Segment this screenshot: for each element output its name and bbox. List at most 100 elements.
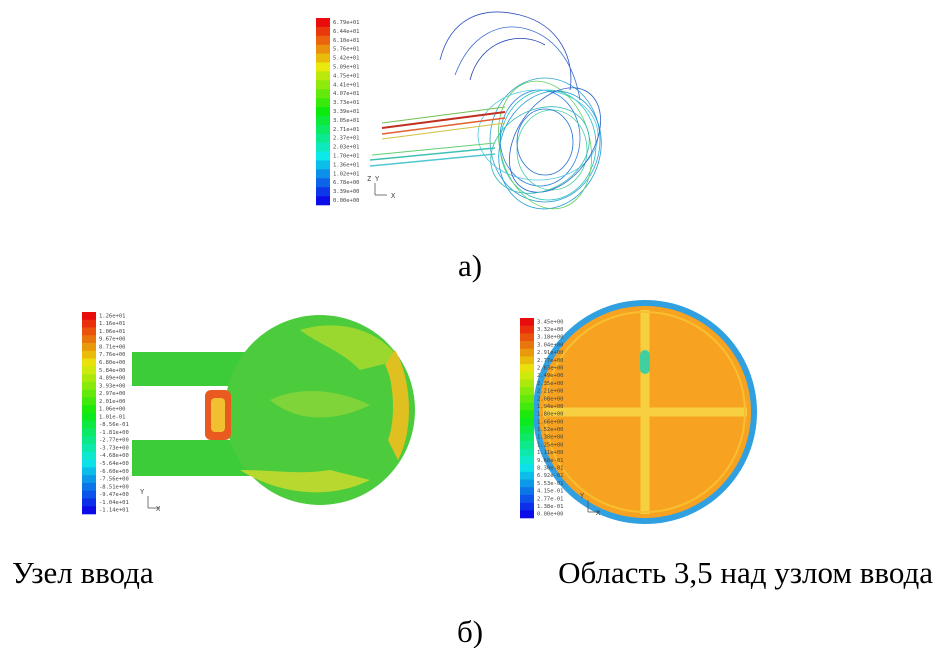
colorbar-label: -8.56e-01 xyxy=(99,422,129,428)
colorbar-cell xyxy=(82,351,96,359)
colorbar-label: -6.60e+00 xyxy=(99,469,129,475)
colorbar-cell xyxy=(82,366,96,374)
colorbar-label: 5.09e+01 xyxy=(333,64,360,70)
colorbar-cell xyxy=(520,418,534,426)
colorbar-label: 1.38e-01 xyxy=(537,504,564,510)
colorbar-cell xyxy=(82,405,96,413)
colorbar-cell xyxy=(520,356,534,364)
colorbar-cell xyxy=(316,134,330,143)
colorbar-label: 2.49e+00 xyxy=(537,373,564,379)
colorbar-cell xyxy=(316,36,330,45)
colorbar-label: -1.14e+01 xyxy=(99,508,129,514)
colorbar-label: 0.00e+00 xyxy=(333,198,360,204)
colorbar-label: 3.18e+00 xyxy=(537,335,564,341)
colorbar-cell xyxy=(520,380,534,388)
colorbar-cell xyxy=(520,349,534,357)
colorbar-cell xyxy=(520,449,534,457)
figure: 6.79e+016.44e+016.10e+015.76e+015.42e+01… xyxy=(0,0,941,648)
colorbar-cell xyxy=(82,491,96,499)
colorbar-label: 8.30e-01 xyxy=(537,466,564,472)
colorbar-cell xyxy=(520,487,534,495)
colorbar-label: 1.38e+00 xyxy=(537,435,564,441)
colorbar-cell xyxy=(82,397,96,405)
colorbar-cell xyxy=(82,436,96,444)
colorbar-label: 4.75e+01 xyxy=(333,73,360,79)
colorbar-label: -5.64e+00 xyxy=(99,461,129,467)
colorbar-label: 5.53e-01 xyxy=(537,481,564,487)
colorbar-cell xyxy=(316,116,330,125)
colorbar-cell xyxy=(82,444,96,452)
axis-label: X xyxy=(391,192,396,200)
colorbar-label: 1.11e+00 xyxy=(537,450,564,456)
colorbar-cell xyxy=(520,456,534,464)
colorbar-label: 1.36e+01 xyxy=(333,162,360,168)
colorbar-label: 2.21e+00 xyxy=(537,389,564,395)
colorbar-label: 1.16e+01 xyxy=(99,321,126,327)
colorbar-cell xyxy=(520,441,534,449)
colorbar-label: -9.47e+00 xyxy=(99,492,129,498)
colorbar-label: 2.03e+01 xyxy=(333,145,360,151)
colorbar-label: -1.04e+01 xyxy=(99,500,129,506)
colorbar-cell xyxy=(82,335,96,343)
colorbar-label: 7.76e+00 xyxy=(99,352,126,358)
colorbar-cell xyxy=(520,480,534,488)
colorbar-cell xyxy=(316,187,330,196)
colorbar-cell xyxy=(316,18,330,27)
colorbar-label: 5.76e+01 xyxy=(333,47,360,53)
colorbar-label: 1.25e+00 xyxy=(537,442,564,448)
colorbar-label: 1.01e-01 xyxy=(99,414,126,420)
colorbar-cell xyxy=(316,160,330,169)
colorbar-label: 1.02e+01 xyxy=(333,171,360,177)
colorbar-cell xyxy=(82,413,96,421)
colorbar-cell xyxy=(316,89,330,98)
colorbar-label: -7.56e+00 xyxy=(99,477,129,483)
colorbar-label: 3.39e+01 xyxy=(333,109,360,115)
axis-label: X xyxy=(156,505,161,513)
colorbar-label: 8.71e+00 xyxy=(99,344,126,350)
axis-label: Z xyxy=(367,175,371,183)
colorbar-cell xyxy=(520,333,534,341)
colorbar-cell xyxy=(316,45,330,54)
colorbar-cell xyxy=(316,152,330,161)
colorbar-label: 3.45e+00 xyxy=(537,319,564,325)
colorbar-label: 9.68e-01 xyxy=(537,458,564,464)
colorbar-cell xyxy=(316,54,330,63)
colorbar-cell xyxy=(520,503,534,511)
colorbar-label: 1.06e+00 xyxy=(99,407,126,413)
colorbar-cell xyxy=(520,395,534,403)
colorbar-label: 2.37e+01 xyxy=(333,136,360,142)
colorbar-label: 1.52e+00 xyxy=(537,427,564,433)
colorbar-cell xyxy=(82,483,96,491)
colorbar-cell xyxy=(316,63,330,72)
colorbar-label: 2.91e+00 xyxy=(537,350,564,356)
colorbar-label: 2.71e+01 xyxy=(333,127,360,133)
colorbar-label: 9.67e+00 xyxy=(99,337,126,343)
colorbar-label: -1.81e+00 xyxy=(99,430,129,436)
colorbar-label: 4.07e+01 xyxy=(333,91,360,97)
colorbar-cell xyxy=(520,510,534,518)
colorbar-cell xyxy=(82,359,96,367)
colorbar-cell xyxy=(316,178,330,187)
colorbar-cell xyxy=(520,326,534,334)
colorbar-cell xyxy=(82,460,96,468)
colorbar-label: -4.68e+00 xyxy=(99,453,129,459)
colorbar-label: 3.32e+00 xyxy=(537,327,564,333)
colorbar-cell xyxy=(82,312,96,320)
caption: а) xyxy=(458,248,482,283)
colorbar-label: 2.77e+00 xyxy=(537,358,564,364)
colorbar-cell xyxy=(82,320,96,328)
colorbar-cell xyxy=(520,426,534,434)
colorbar-cell xyxy=(520,318,534,326)
colorbar-label: 6.78e+00 xyxy=(333,180,360,186)
colorbar-label: -3.73e+00 xyxy=(99,445,129,451)
colorbar-label: 6.92e-01 xyxy=(537,473,564,479)
colorbar-cell xyxy=(316,125,330,134)
colorbar-label: 2.63e+00 xyxy=(537,366,564,372)
colorbar-cell xyxy=(82,498,96,506)
colorbar-cell xyxy=(82,506,96,514)
colorbar-label: 3.93e+00 xyxy=(99,383,126,389)
colorbar-label: 3.05e+01 xyxy=(333,118,360,124)
colorbar-cell xyxy=(316,196,330,205)
colorbar-label: 3.04e+00 xyxy=(537,342,564,348)
colorbar-cell xyxy=(316,143,330,152)
